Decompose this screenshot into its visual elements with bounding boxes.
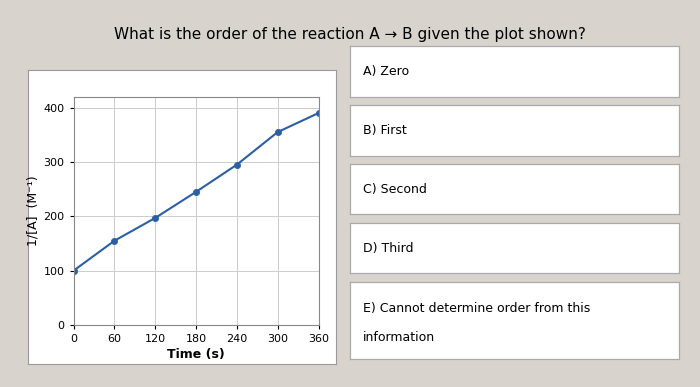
Y-axis label: 1/[A]  (M⁻¹): 1/[A] (M⁻¹) bbox=[26, 176, 39, 246]
Text: information: information bbox=[363, 331, 435, 344]
Text: C) Second: C) Second bbox=[363, 183, 427, 196]
Text: B) First: B) First bbox=[363, 124, 407, 137]
Text: D) Third: D) Third bbox=[363, 241, 414, 255]
X-axis label: Time (s): Time (s) bbox=[167, 348, 225, 361]
Text: What is the order of the reaction A → B given the plot shown?: What is the order of the reaction A → B … bbox=[114, 27, 586, 42]
Text: A) Zero: A) Zero bbox=[363, 65, 410, 78]
Text: E) Cannot determine order from this: E) Cannot determine order from this bbox=[363, 302, 590, 315]
